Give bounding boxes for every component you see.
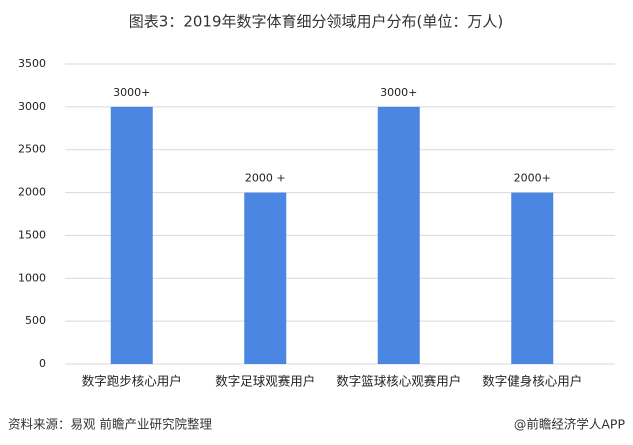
x-tick-label: 数字篮球核心观赛用户 [336,374,461,389]
value-label: 2000 + [245,172,286,185]
y-tick-label: 2000 [18,186,46,199]
x-tick-label: 数字跑步核心用户 [82,374,182,389]
chart-title: 图表3：2019年数字体育细分领域用户分布(单位：万人) [129,13,503,31]
value-label: 3000+ [380,86,417,99]
y-tick-label: 3500 [18,57,46,70]
y-tick-label: 0 [39,357,46,370]
y-tick-label: 3000 [18,100,46,113]
value-label: 2000+ [514,172,551,185]
source-note: 资料来源：易观 前瞻产业研究院整理 [8,417,212,432]
bar [377,106,420,364]
y-tick-label: 500 [25,314,46,327]
bar [244,192,287,364]
value-label: 3000+ [113,86,150,99]
credit: @前瞻经济学人APP [514,417,626,432]
y-tick-label: 2500 [18,143,46,156]
bar [511,192,554,364]
x-tick-label: 数字足球观赛用户 [215,374,315,389]
y-tick-label: 1000 [18,271,46,284]
x-tick-label: 数字健身核心用户 [482,374,582,389]
y-tick-label: 1500 [18,228,46,241]
bar [110,106,153,364]
